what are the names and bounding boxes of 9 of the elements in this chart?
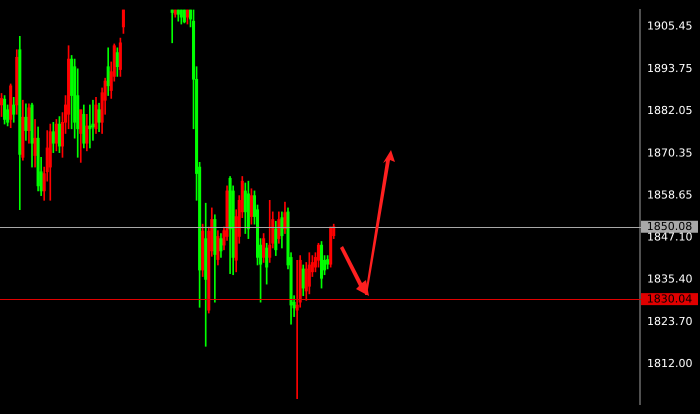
ref-line-label: 1830.04: [646, 292, 692, 306]
y-tick-label: 1882.05: [647, 104, 692, 118]
y-tick-label: 1893.75: [647, 62, 692, 75]
y-tick-label: 1823.70: [647, 314, 692, 328]
y-tick-label: 1905.45: [647, 20, 692, 33]
y-tick-label: 1812.00: [647, 357, 692, 370]
y-tick-label: 1870.35: [647, 146, 692, 160]
y-tick-label: 1835.40: [647, 272, 692, 286]
y-tick-label: 1858.65: [647, 188, 692, 202]
